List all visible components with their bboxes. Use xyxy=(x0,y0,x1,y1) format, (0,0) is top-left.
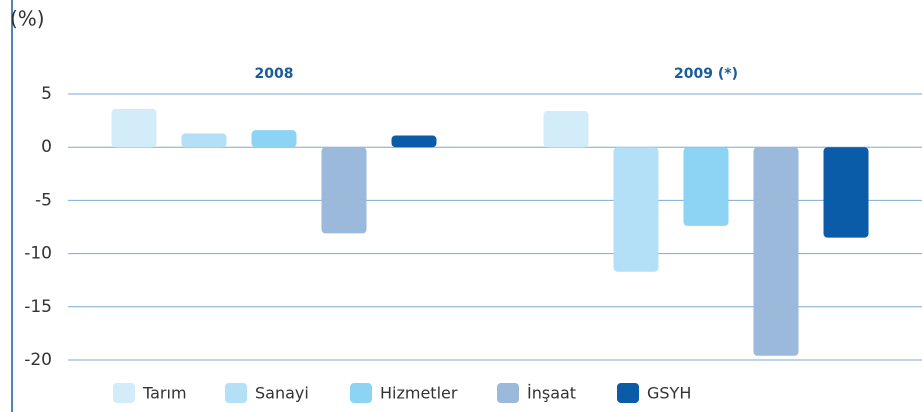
legend-swatch xyxy=(497,383,519,403)
legend-swatch xyxy=(617,383,639,403)
y-tick-label: 5 xyxy=(41,84,52,104)
bar xyxy=(823,147,869,238)
bar xyxy=(251,130,297,148)
legend-label: İnşaat xyxy=(527,384,576,403)
legend-swatch xyxy=(225,383,247,403)
legend-label: Hizmetler xyxy=(380,384,458,403)
legend-label: Sanayi xyxy=(255,384,309,403)
bar xyxy=(753,147,799,356)
legend-label: Tarım xyxy=(142,384,187,403)
legend-label: GSYH xyxy=(647,384,691,403)
y-tick-label: -5 xyxy=(35,190,52,210)
legend-swatch xyxy=(350,383,372,403)
y-tick-label: -20 xyxy=(24,350,52,370)
bar xyxy=(613,147,659,272)
y-tick-label: -10 xyxy=(24,244,52,264)
bar xyxy=(543,111,589,148)
chart-title: (%) xyxy=(10,7,45,31)
group-label: 2009 (*) xyxy=(674,66,738,82)
bar xyxy=(683,147,729,226)
group-label: 2008 xyxy=(255,66,294,82)
bar xyxy=(111,108,157,148)
bar xyxy=(321,147,367,234)
bar xyxy=(391,135,437,148)
y-tick-label: -15 xyxy=(24,297,52,317)
legend-swatch xyxy=(113,383,135,403)
y-tick-label: 0 xyxy=(41,137,52,157)
bar xyxy=(181,133,227,148)
